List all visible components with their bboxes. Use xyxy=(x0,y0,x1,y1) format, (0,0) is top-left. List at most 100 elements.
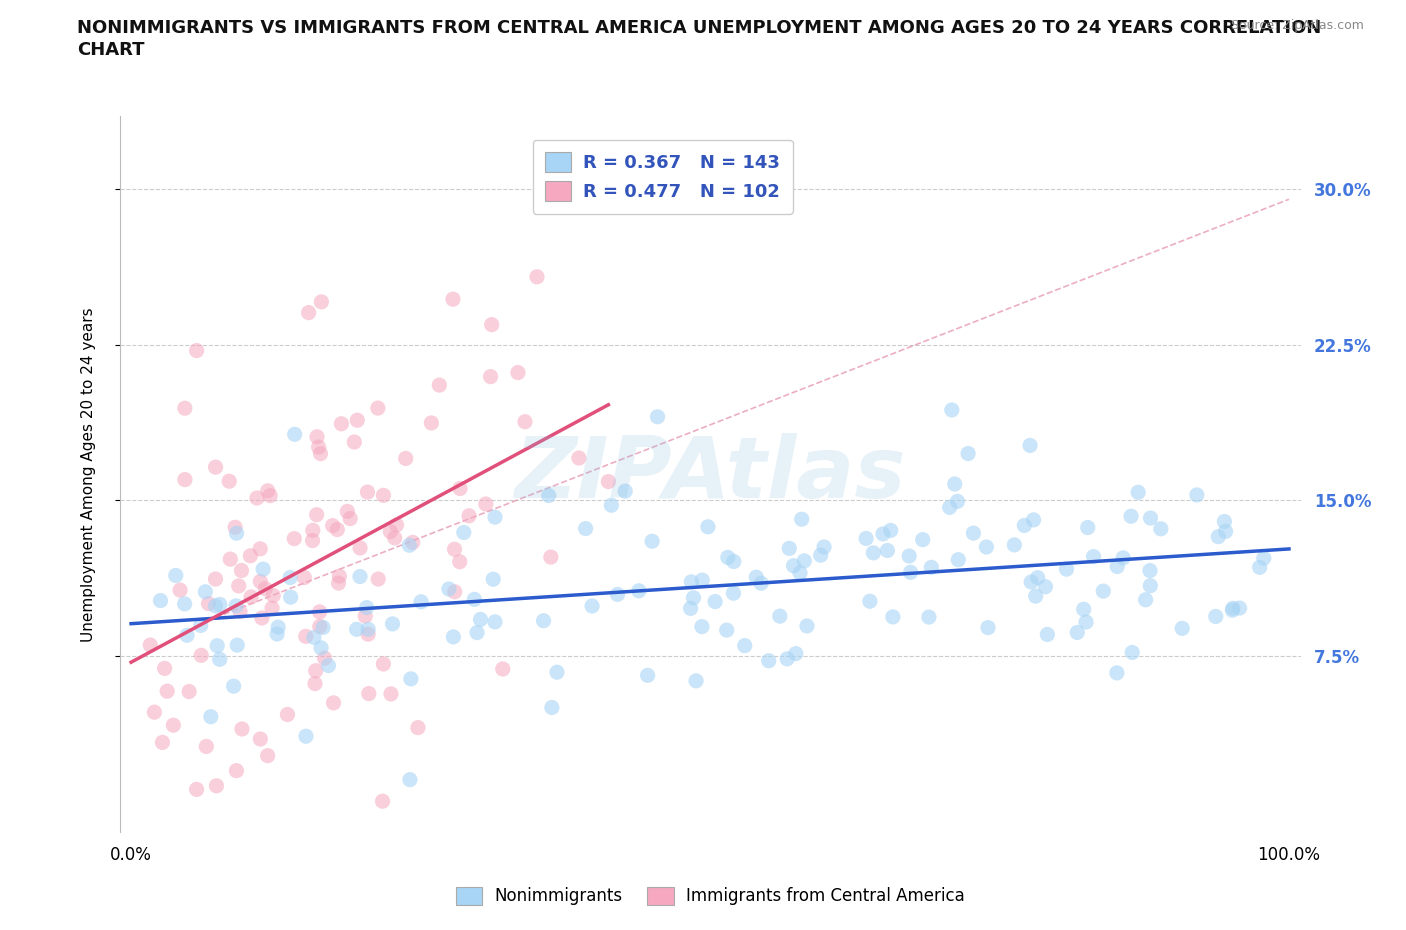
Point xyxy=(793,553,815,568)
Point xyxy=(749,576,772,591)
Point xyxy=(373,488,395,503)
Point xyxy=(782,558,804,573)
Point xyxy=(349,540,371,555)
Point xyxy=(179,684,201,699)
Point xyxy=(859,593,882,608)
Point xyxy=(186,782,208,797)
Point xyxy=(1019,438,1042,453)
Point xyxy=(1107,559,1129,574)
Point xyxy=(330,417,353,432)
Point xyxy=(373,657,395,671)
Point xyxy=(1135,592,1157,607)
Point xyxy=(723,586,745,601)
Point xyxy=(1222,601,1244,616)
Point xyxy=(717,550,740,565)
Point xyxy=(356,485,378,499)
Point xyxy=(1126,485,1149,499)
Point xyxy=(205,778,228,793)
Point xyxy=(641,534,664,549)
Point xyxy=(294,629,316,644)
Point xyxy=(1092,584,1115,599)
Point xyxy=(385,518,408,533)
Point xyxy=(941,403,963,418)
Point xyxy=(546,665,568,680)
Point xyxy=(302,630,325,644)
Point xyxy=(920,560,942,575)
Point xyxy=(301,523,323,538)
Point xyxy=(367,572,389,587)
Point xyxy=(284,427,307,442)
Point xyxy=(1208,529,1230,544)
Point xyxy=(785,646,807,661)
Point xyxy=(357,627,380,642)
Point xyxy=(810,548,832,563)
Point xyxy=(395,451,418,466)
Point xyxy=(240,590,263,604)
Point xyxy=(139,638,162,653)
Point xyxy=(776,651,799,666)
Point xyxy=(309,446,332,461)
Point xyxy=(249,541,271,556)
Text: NONIMMIGRANTS VS IMMIGRANTS FROM CENTRAL AMERICA UNEMPLOYMENT AMONG AGES 20 TO 2: NONIMMIGRANTS VS IMMIGRANTS FROM CENTRAL… xyxy=(77,19,1322,36)
Point xyxy=(453,525,475,540)
Point xyxy=(443,584,465,599)
Point xyxy=(449,554,471,569)
Point xyxy=(1139,511,1161,525)
Point xyxy=(398,538,420,552)
Point xyxy=(614,484,637,498)
Point xyxy=(420,416,443,431)
Point xyxy=(259,488,281,503)
Point xyxy=(346,622,368,637)
Point xyxy=(190,618,212,632)
Point xyxy=(716,623,738,638)
Point xyxy=(162,718,184,733)
Point xyxy=(380,525,402,539)
Point xyxy=(946,494,969,509)
Point xyxy=(266,627,288,642)
Point xyxy=(1074,615,1097,630)
Point xyxy=(308,440,330,455)
Point xyxy=(153,661,176,676)
Point xyxy=(506,365,529,380)
Point xyxy=(1112,551,1135,565)
Point xyxy=(1077,520,1099,535)
Point xyxy=(305,663,328,678)
Point xyxy=(704,594,727,609)
Point xyxy=(482,572,505,587)
Point xyxy=(318,658,340,673)
Point xyxy=(443,542,465,557)
Point xyxy=(898,549,921,564)
Point xyxy=(356,600,378,615)
Point xyxy=(308,604,330,619)
Point xyxy=(758,653,780,668)
Point xyxy=(336,504,359,519)
Point xyxy=(876,543,898,558)
Point xyxy=(283,531,305,546)
Point xyxy=(231,722,253,737)
Point xyxy=(1139,564,1161,578)
Point xyxy=(769,609,792,624)
Point xyxy=(406,720,429,735)
Point xyxy=(1185,487,1208,502)
Point xyxy=(225,598,247,613)
Point xyxy=(276,707,298,722)
Point xyxy=(1026,570,1049,585)
Point xyxy=(1222,603,1244,618)
Point xyxy=(796,618,818,633)
Point xyxy=(1014,518,1036,533)
Point xyxy=(165,568,187,583)
Point xyxy=(882,609,904,624)
Legend: Nonimmigrants, Immigrants from Central America: Nonimmigrants, Immigrants from Central A… xyxy=(449,880,972,912)
Text: Source: ZipAtlas.com: Source: ZipAtlas.com xyxy=(1230,19,1364,32)
Point xyxy=(1035,579,1057,594)
Point xyxy=(204,572,226,587)
Point xyxy=(723,554,745,569)
Point xyxy=(411,594,433,609)
Point xyxy=(326,522,349,537)
Point xyxy=(1019,575,1042,590)
Point xyxy=(458,509,481,524)
Point xyxy=(533,613,555,628)
Point xyxy=(322,696,344,711)
Point xyxy=(229,604,252,618)
Point xyxy=(173,596,195,611)
